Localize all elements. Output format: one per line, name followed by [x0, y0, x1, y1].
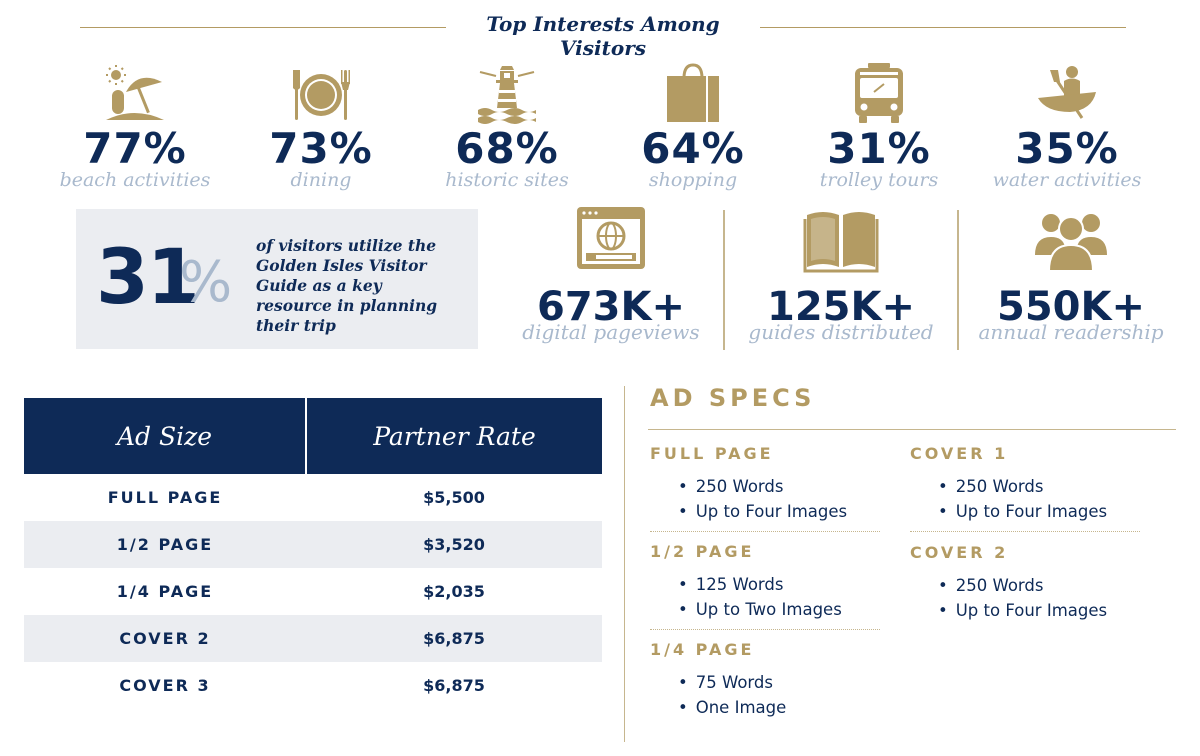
stat-label: annual readership	[978, 320, 1164, 344]
table-row: 1/4 PAGE $2,035	[24, 568, 602, 615]
stat-label: guides distributed	[748, 320, 934, 344]
beach-umbrella-icon	[106, 65, 164, 120]
spec-bullet: 250 Words	[938, 573, 1140, 598]
specs-divider-horizontal	[648, 429, 1176, 430]
column-header-partner-rate: Partner Rate	[306, 398, 602, 474]
header-rule-right	[760, 27, 1126, 28]
table-row: COVER 2 $6,875	[24, 615, 602, 662]
spec-cover-2: COVER 2 250 Words Up to Four Images	[910, 543, 1140, 623]
interest-label: historic sites	[445, 169, 569, 191]
rate-cell: $6,875	[306, 615, 602, 662]
stat-value: 673K+	[536, 284, 685, 330]
guide-stat-percent-sign: %	[179, 250, 233, 315]
lighthouse-icon	[478, 66, 536, 124]
ad-size-cell: 1/2 PAGE	[24, 521, 306, 568]
specs-divider-vertical	[624, 386, 625, 742]
table-row: COVER 3 $6,875	[24, 662, 602, 709]
spec-heading: 1/4 PAGE	[650, 640, 755, 659]
spec-bullet: 125 Words	[678, 572, 880, 597]
spec-bullet: Up to Two Images	[678, 597, 880, 622]
interest-percent: 73%	[269, 124, 373, 173]
spec-bullet: 75 Words	[678, 670, 880, 695]
spec-bullets: 75 Words One Image	[678, 670, 880, 720]
interest-label: beach activities	[59, 169, 211, 191]
dotted-divider	[910, 531, 1140, 532]
stat-guides: 125K+ guides distributed	[730, 205, 952, 350]
stat-label: digital pageviews	[522, 320, 700, 344]
rate-cell: $5,500	[423, 488, 485, 507]
ad-size-cell: COVER 3	[119, 676, 211, 695]
stat-readership: 550K+ annual readership	[962, 205, 1180, 350]
ad-size-cell: COVER 2	[24, 615, 306, 662]
ad-size-cell: 1/4 PAGE	[116, 582, 214, 601]
spec-heading: 1/2 PAGE	[650, 542, 755, 561]
spec-heading: COVER 1	[910, 444, 1009, 463]
interest-beach: 77% beach activities	[40, 58, 230, 198]
canoe-icon	[1038, 66, 1096, 119]
table-row: 1/2 PAGE $3,520	[24, 521, 602, 568]
spec-bullets: 250 Words Up to Four Images	[938, 474, 1140, 524]
stat-divider	[723, 210, 725, 350]
interest-percent: 77%	[83, 124, 187, 173]
rate-cell: $2,035	[423, 582, 485, 601]
interest-label: dining	[290, 169, 352, 191]
stat-value: 125K+	[766, 284, 915, 330]
spec-full-page: FULL PAGE 250 Words Up to Four Images	[650, 444, 880, 532]
open-book-icon	[803, 212, 879, 273]
guide-stat-text: of visitors utilize the Golden Isles Vis…	[256, 236, 438, 335]
interest-trolley: 31% trolley tours	[784, 58, 974, 198]
interest-percent: 35%	[1015, 124, 1119, 173]
header-rule-left	[80, 27, 446, 28]
table-row: FULL PAGE $5,500	[24, 474, 602, 521]
shopping-bag-icon	[667, 63, 719, 122]
dotted-divider	[650, 531, 880, 532]
web-browser-icon	[577, 207, 645, 269]
section-header: Top Interests Among Visitors	[80, 10, 1126, 60]
spec-cover-1: COVER 1 250 Words Up to Four Images	[910, 444, 1140, 532]
interest-label: trolley tours	[819, 169, 939, 191]
partner-rate-table: Ad Size Partner Rate FULL PAGE $5,500 1/…	[24, 398, 602, 709]
interest-percent: 31%	[827, 124, 931, 173]
people-group-icon	[1035, 214, 1107, 272]
spec-heading: FULL PAGE	[650, 444, 774, 463]
interest-percent: 68%	[455, 124, 559, 173]
interest-label: shopping	[648, 169, 738, 191]
spec-bullet: Up to Four Images	[678, 499, 880, 524]
dotted-divider	[650, 629, 880, 630]
interest-percent: 64%	[641, 124, 745, 173]
spec-bullet: 250 Words	[938, 474, 1140, 499]
spec-half-page: 1/2 PAGE 125 Words Up to Two Images	[650, 542, 880, 630]
stat-value: 550K+	[996, 284, 1145, 330]
spec-bullet: Up to Four Images	[938, 499, 1140, 524]
interest-dining: 73% dining	[226, 58, 416, 198]
stat-divider	[957, 210, 959, 350]
spec-bullet: One Image	[678, 695, 880, 720]
spec-quarter-page: 1/4 PAGE 75 Words One Image	[650, 640, 880, 720]
trolley-icon	[855, 63, 903, 123]
interest-shopping: 64% shopping	[598, 58, 788, 198]
spec-bullets: 125 Words Up to Two Images	[678, 572, 880, 622]
rate-cell: $6,875	[423, 676, 485, 695]
spec-bullets: 250 Words Up to Four Images	[678, 474, 880, 524]
spec-bullet: Up to Four Images	[938, 598, 1140, 623]
stat-pageviews: 673K+ digital pageviews	[506, 205, 716, 350]
rate-cell: $3,520	[306, 521, 602, 568]
spec-heading: COVER 2	[910, 543, 1009, 562]
ad-specs-title: AD SPECS	[650, 384, 816, 412]
ad-size-cell: FULL PAGE	[107, 488, 223, 507]
guide-stat-number: 31	[96, 232, 200, 321]
page-title: Top Interests Among Visitors	[486, 12, 720, 60]
interest-historic: 68% historic sites	[412, 58, 602, 198]
table-header-row: Ad Size Partner Rate	[24, 398, 602, 474]
column-header-ad-size: Ad Size	[24, 398, 307, 474]
plate-fork-knife-icon	[293, 70, 350, 120]
interest-label: water activities	[992, 169, 1142, 191]
interest-water: 35% water activities	[972, 58, 1162, 198]
visitor-guide-callout: 31 % of visitors utilize the Golden Isle…	[76, 209, 478, 349]
spec-bullet: 250 Words	[678, 474, 880, 499]
spec-bullets: 250 Words Up to Four Images	[938, 573, 1140, 623]
